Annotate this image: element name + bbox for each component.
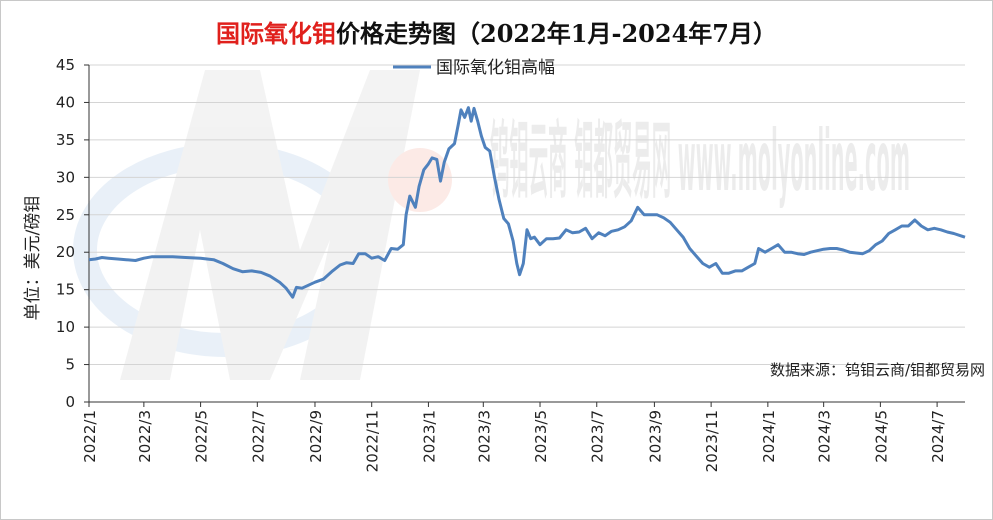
x-tick-label: 2022/7 (249, 410, 267, 463)
y-tick-label: 40 (56, 93, 75, 111)
x-tick-label: 2022/9 (307, 410, 325, 463)
y-tick-label: 45 (56, 56, 75, 74)
legend-label: 国际氧化钼高幅 (436, 58, 555, 78)
y-tick-label: 20 (56, 243, 75, 261)
y-tick-label: 15 (56, 281, 75, 299)
series-line-molybdenum-oxide (88, 106, 966, 299)
x-tick-label: 2023/7 (589, 410, 607, 463)
x-tick-label: 2022/1 (81, 410, 99, 463)
x-tick-label: 2023/9 (646, 410, 664, 463)
x-tick-label: 2023/3 (475, 410, 493, 463)
legend: 国际氧化钼高幅 (393, 58, 555, 78)
x-tick-label: 2023/5 (532, 410, 550, 463)
y-tick-label: 10 (56, 318, 75, 336)
source-note: 数据来源：钨钼云商/钼都贸易网 (770, 361, 985, 379)
y-tick-label: 0 (65, 393, 75, 411)
watermark-logo (73, 70, 452, 380)
x-axis: 2022/1 2022/3 2022/5 2022/7 2022/9 2022/11 202… (81, 64, 965, 472)
chart-title: 国际氧化钼价格走势图（2022年1月-2024年7月） (0, 14, 993, 49)
x-tick-label: 2024/1 (760, 410, 778, 463)
chart-title-rest: 价格走势图（2022年1月-2024年7月） (336, 19, 777, 48)
x-tick-label: 2023/1 (420, 410, 438, 463)
x-tick-label: 2024/7 (929, 410, 947, 463)
grid-lines (89, 64, 965, 366)
watermark-text: 钨钼云商 钼都贸易网 www.molyonline.com (490, 112, 910, 210)
x-tick-label: 2024/3 (816, 410, 834, 463)
y-tick-label: 35 (56, 131, 75, 149)
x-tick-label: 2022/3 (136, 410, 154, 463)
chart-title-highlight: 国际氧化钼 (216, 19, 337, 48)
y-axis: 0 5 10 15 20 25 30 35 40 45 (56, 56, 75, 411)
y-axis-label: 单位：美元/磅钼 (23, 196, 43, 321)
x-tick-label: 2023/11 (703, 410, 721, 472)
x-tick-label: 2022/5 (193, 410, 211, 463)
y-tick-label: 30 (56, 168, 75, 186)
y-tick-label: 25 (56, 206, 75, 224)
x-tick-label: 2024/5 (872, 410, 890, 463)
y-tick-label: 5 (65, 356, 75, 374)
x-tick-label: 2022/11 (364, 410, 382, 472)
